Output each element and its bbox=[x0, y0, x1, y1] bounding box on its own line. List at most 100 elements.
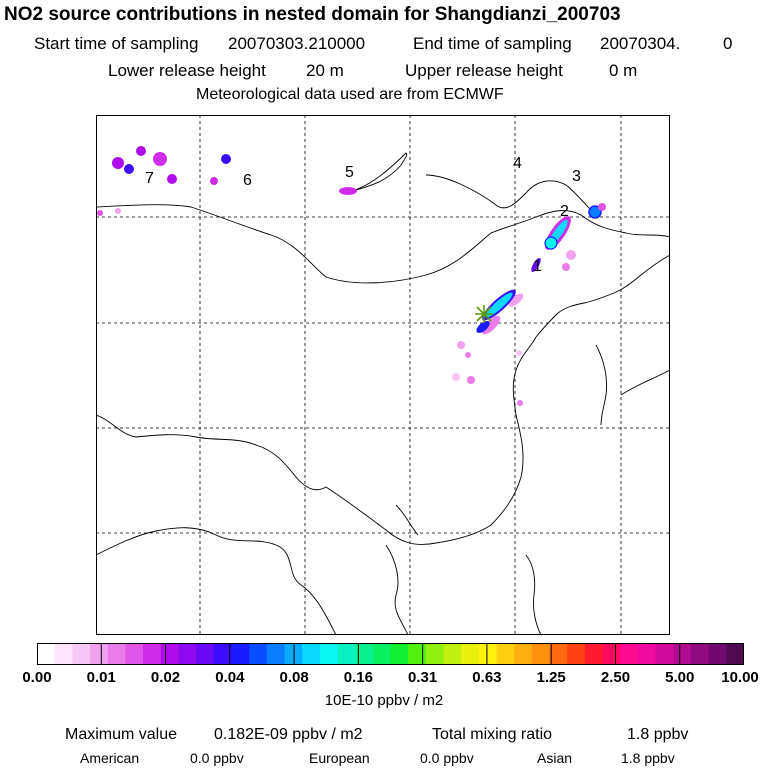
legend-color-cell bbox=[567, 643, 586, 665]
legend-color-cell bbox=[655, 643, 674, 665]
legend-cells bbox=[37, 643, 744, 665]
asian-value: 1.8 ppbv bbox=[621, 750, 675, 766]
region-label: 2 bbox=[560, 203, 569, 220]
china-coastline bbox=[325, 336, 537, 545]
plot-title: NO2 source contributions in nested domai… bbox=[4, 4, 621, 25]
region-label: 1 bbox=[533, 258, 542, 275]
max-value-label: Maximum value bbox=[65, 726, 178, 743]
region-label: 4 bbox=[513, 155, 522, 172]
european-value: 0.0 ppbv bbox=[420, 750, 474, 766]
start-time-value: 20070303.210000 bbox=[228, 34, 366, 53]
plume-core bbox=[476, 321, 490, 333]
american-value: 0.0 ppbv bbox=[190, 750, 244, 766]
max-value: 0.182E-09 ppbv / m2 bbox=[214, 726, 363, 743]
indochina-coast bbox=[385, 544, 409, 635]
lower-release-value: 20 m bbox=[306, 61, 344, 80]
lower-release-label: Lower release height bbox=[108, 61, 266, 80]
legend-tick-label: 0.63 bbox=[472, 669, 502, 686]
legend-color-cell bbox=[54, 643, 73, 665]
legend-tick-label: 1.25 bbox=[536, 669, 566, 686]
legend-tick-label: 0.16 bbox=[343, 669, 373, 686]
legend-tick-marks bbox=[100, 643, 681, 665]
lake-baikal bbox=[345, 152, 408, 194]
plume-core bbox=[124, 164, 134, 174]
meteorological-source: Meteorological data used are from ECMWF bbox=[196, 86, 504, 103]
legend-tick-label: 0.00 bbox=[22, 669, 52, 686]
plume-blob bbox=[167, 174, 177, 184]
total-mixing-label: Total mixing ratio bbox=[432, 726, 553, 743]
legend-color-cell bbox=[514, 643, 533, 665]
northern-border bbox=[425, 174, 593, 212]
northern-border bbox=[96, 204, 670, 284]
legend-tick-label: 0.01 bbox=[86, 669, 116, 686]
legend-color-cell bbox=[708, 643, 727, 665]
american-label: American bbox=[80, 750, 140, 766]
legend-tick-label: 5.00 bbox=[665, 669, 695, 686]
plume-blob bbox=[153, 152, 167, 166]
asian-label: Asian bbox=[537, 750, 573, 766]
korea-coast bbox=[535, 254, 670, 338]
legend-color-cell bbox=[337, 643, 356, 665]
korea-peninsula bbox=[595, 344, 607, 426]
legend-color-cell bbox=[496, 643, 515, 665]
legend-color-cell bbox=[408, 643, 427, 665]
legend-color-cell bbox=[673, 643, 692, 665]
region-label: 5 bbox=[345, 164, 354, 181]
plume-blob bbox=[452, 373, 460, 381]
total-mixing-value: 1.8 ppbv bbox=[627, 726, 689, 743]
legend-color-cell bbox=[355, 643, 374, 665]
legend-color-cell bbox=[125, 643, 144, 665]
start-time-label: Start time of sampling bbox=[34, 34, 199, 53]
plume-blob bbox=[531, 257, 541, 273]
legend-color-cell bbox=[266, 643, 286, 665]
region-label: 6 bbox=[243, 172, 252, 189]
legend-color-cell bbox=[302, 643, 321, 665]
region-label: 3 bbox=[572, 168, 581, 185]
plume-core bbox=[588, 205, 602, 219]
plume-blob bbox=[467, 376, 475, 384]
legend-color-cell bbox=[319, 643, 339, 665]
legend-color-cell bbox=[90, 643, 109, 665]
map-panel: 1 2 3 4 5 6 7 bbox=[96, 115, 670, 635]
japan-coast bbox=[620, 369, 670, 396]
plume-blob bbox=[566, 250, 576, 260]
legend-tick-label: 0.04 bbox=[215, 669, 245, 686]
plume-blob bbox=[481, 315, 501, 335]
legend-color-cell bbox=[425, 643, 445, 665]
end-time-label: End time of sampling bbox=[413, 34, 572, 53]
plume-blob bbox=[112, 157, 124, 169]
map-frame bbox=[96, 115, 670, 635]
graticule bbox=[96, 115, 670, 635]
upper-release-label: Upper release height bbox=[405, 61, 563, 80]
legend-color-cell bbox=[196, 643, 215, 665]
legend-color-cell bbox=[726, 643, 744, 665]
legend-color-cell bbox=[213, 643, 233, 665]
legend-color-cell bbox=[549, 643, 568, 665]
plume-core bbox=[485, 292, 513, 318]
plume-blob bbox=[598, 203, 606, 211]
end-time-value: 20070304. bbox=[600, 34, 681, 53]
plume-blob bbox=[115, 208, 121, 214]
plume-core bbox=[221, 154, 231, 164]
legend-color-cell bbox=[637, 643, 657, 665]
european-label: European bbox=[309, 750, 370, 766]
legend-color-cell bbox=[72, 643, 91, 665]
legend-units: 10E-10 ppbv / m2 bbox=[324, 692, 444, 709]
legend-color-cell bbox=[178, 643, 197, 665]
plume-blob bbox=[465, 352, 471, 358]
region-label: 7 bbox=[145, 170, 154, 187]
legend-color-cell bbox=[390, 643, 409, 665]
philippines-coast bbox=[525, 554, 542, 635]
legend-color-cell bbox=[602, 643, 621, 665]
legend-color-cell bbox=[372, 643, 392, 665]
end-time-suffix: 0 bbox=[723, 34, 733, 53]
legend-color-cell bbox=[231, 643, 250, 665]
color-legend bbox=[37, 643, 744, 665]
legend-color-cell bbox=[160, 643, 180, 665]
legend-color-cell bbox=[584, 643, 604, 665]
asterisk-star-icon bbox=[475, 305, 493, 323]
legend-color-cell bbox=[478, 643, 498, 665]
plume-blob bbox=[97, 210, 103, 216]
legend-tick-label: 0.08 bbox=[279, 669, 309, 686]
legend-tick-label: 0.02 bbox=[150, 669, 181, 686]
